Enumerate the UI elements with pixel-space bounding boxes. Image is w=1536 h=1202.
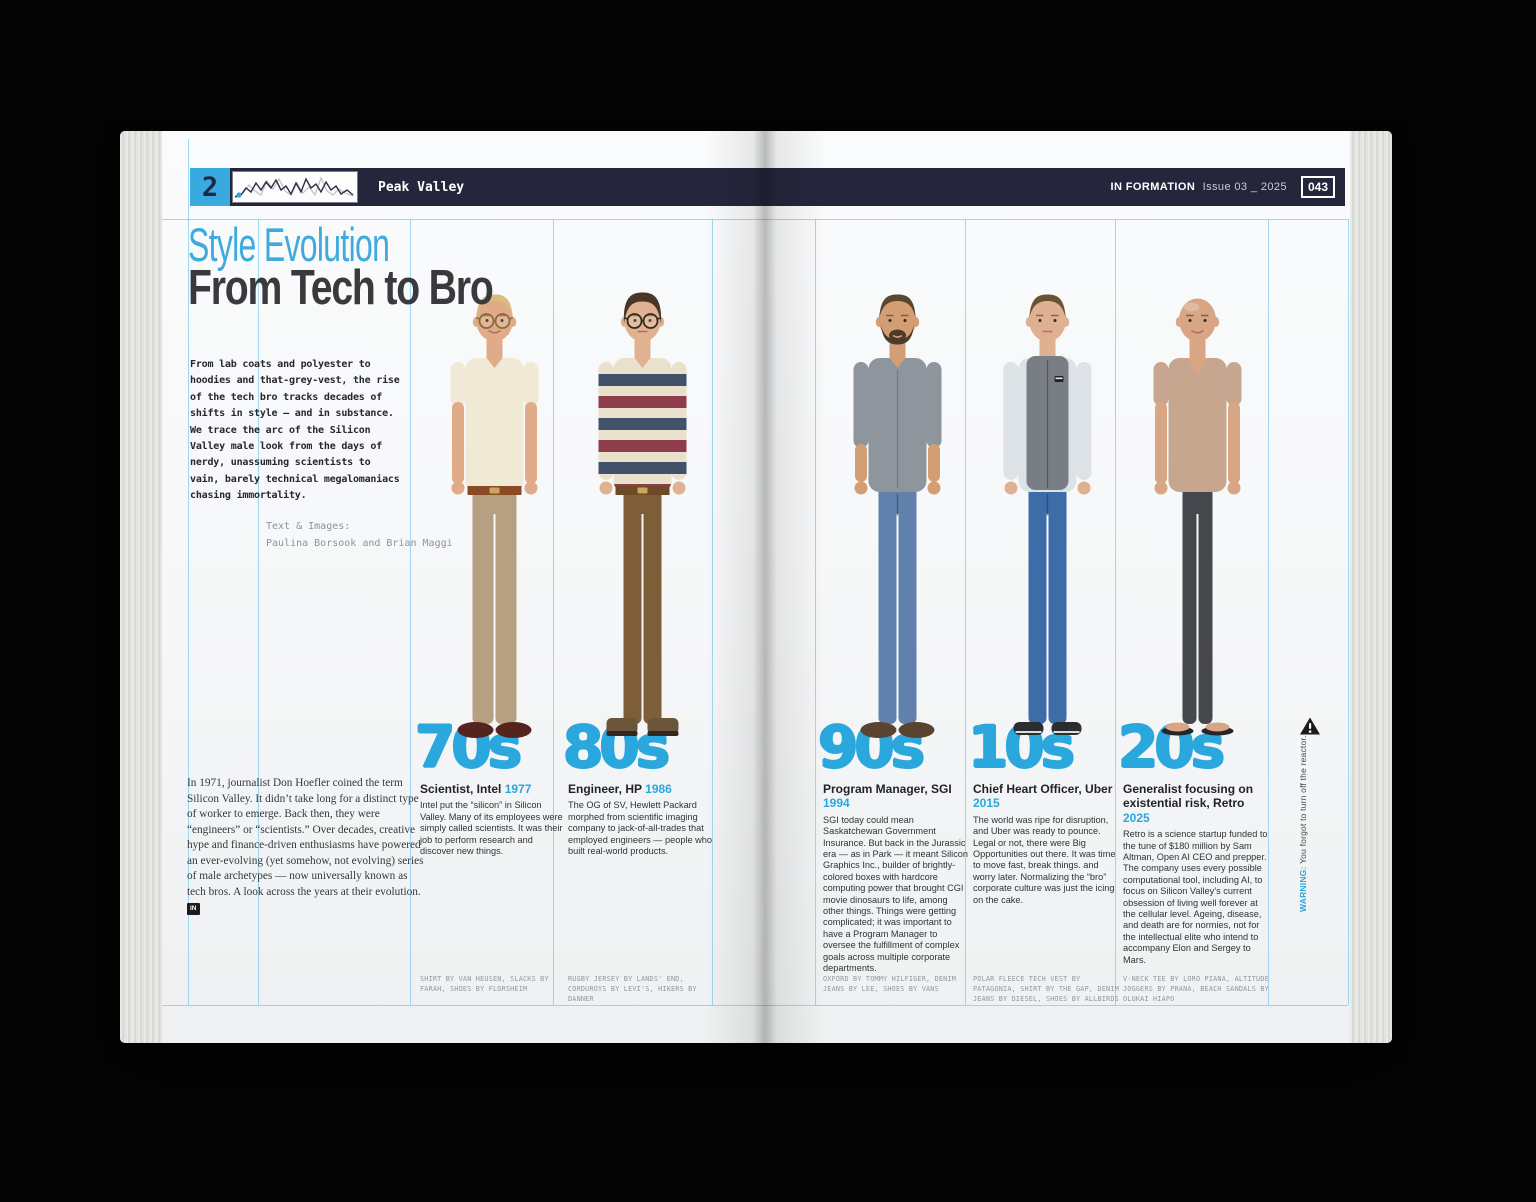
warning-triangle-icon (1300, 717, 1320, 735)
decade-column-20s: 20s Generalist focusing on existential ri… (1118, 280, 1271, 1006)
issue-label: Issue 03 _ 2025 (1202, 181, 1287, 193)
grid-guide-vertical (965, 219, 966, 1005)
decade-year: 2015 (973, 796, 1000, 811)
warning-message: You forgot to turn off the reactor. (1298, 735, 1308, 864)
decade-year: 1994 (823, 796, 850, 811)
article-body-text: In 1971, journalist Don Hoefler coined t… (187, 777, 424, 899)
grid-guide-vertical (410, 219, 411, 1005)
warning-text: WARNING: You forgot to turn off the reac… (1298, 735, 1308, 912)
section-number: 2 (201, 171, 219, 203)
masthead-name: IN FORMATION (1110, 181, 1196, 193)
page-edge-stack-left (120, 131, 162, 1043)
decade-caption: Engineer, HP 1986 The OG of SV, Hewlett P… (568, 782, 716, 857)
article-standfirst: From lab coats and polyester to hoodies … (190, 359, 400, 502)
decade-caption: Generalist focusing on existential risk,… (1123, 782, 1271, 966)
warning-label: WARNING: (1298, 866, 1308, 912)
decade-role: Scientist, Intel (420, 782, 502, 796)
grid-guide-vertical (1115, 219, 1116, 1005)
decade-year: 2025 (1123, 810, 1150, 825)
byline: Text & Images: Paulina Borsook and Brian… (266, 519, 453, 552)
grid-guide-horizontal (162, 219, 1348, 220)
page-number-badge: 043 (1300, 176, 1335, 198)
decade-photo (975, 280, 1120, 746)
decade-photo (422, 280, 567, 746)
spread-gutter-shadow (705, 131, 825, 1043)
decade-description: SGI today could mean Saskatchewan Govern… (823, 814, 969, 974)
decade-description: The OG of SV, Hewlett Packard morphed fr… (568, 800, 713, 857)
page-edge-stack-right (1350, 131, 1392, 1043)
decade-column-10s: 10s Chief Heart Officer, Uber 2015 The wor… (968, 280, 1119, 1006)
section-title: Peak Valley (378, 179, 465, 195)
magazine-spread: 2 Peak Valley IN FORMATION Issue 03 _ 20… (120, 131, 1392, 1043)
decade-caption: Program Manager, SGI 1994 SGI today could… (823, 782, 971, 974)
decade-credits: RUGBY JERSEY BY LANDS' END, CORDUROYS BY… (568, 975, 697, 1004)
decade-credits: POLAR FLEECE TECH VEST BY PATAGONIA, SHI… (973, 975, 1119, 1004)
end-mark: IN (187, 903, 200, 916)
decade-photo (570, 280, 715, 746)
article-headline: From Tech to Bro (188, 261, 494, 315)
grid-guide-horizontal (162, 1005, 1348, 1006)
decade-column-80s: 80s Engineer, HP 1986 The OG of SV, Hewlet… (563, 280, 716, 1006)
grid-guide-vertical (553, 219, 554, 1005)
decade-caption: Chief Heart Officer, Uber 2015 The world … (973, 782, 1121, 906)
decade-description: The world was ripe for disruption, and U… (973, 814, 1116, 905)
decade-role: Generalist focusing on existential risk,… (1123, 782, 1254, 811)
warning-note: WARNING: You forgot to turn off the reac… (1298, 716, 1328, 912)
decade-description: Retro is a science startup funded to the… (1123, 829, 1268, 965)
decade-credits: SHIRT BY VAN HEUSEN, SLACKS BY FARAH, SH… (420, 975, 549, 994)
grid-guide-vertical (188, 139, 189, 1005)
byline-names: Paulina Borsook and Brian Maggi (266, 537, 453, 549)
header-bar: 2 Peak Valley IN FORMATION Issue 03 _ 20… (190, 168, 1345, 206)
grid-guide-vertical (815, 219, 816, 1005)
decade-role: Chief Heart Officer, Uber (973, 782, 1113, 796)
grid-guide-vertical (712, 219, 713, 1005)
article-kicker: Style Evolution (188, 218, 390, 271)
section-number-badge: 2 (190, 168, 230, 206)
article-body: In 1971, journalist Don Hoefler coined t… (187, 776, 425, 916)
decade-column-90s: 90s Program Manager, SGI 1994 SGI today co… (818, 280, 973, 1006)
grid-guide-vertical (1268, 219, 1269, 1005)
grid-guide-vertical (1348, 219, 1349, 1005)
decade-caption-heading: Chief Heart Officer, Uber 2015 (973, 782, 1121, 811)
decade-role: Engineer, HP (568, 782, 642, 796)
decade-caption-heading: Generalist focusing on existential risk,… (1123, 782, 1271, 825)
byline-label: Text & Images: (266, 521, 351, 532)
waveform-sparkline-icon (232, 171, 358, 203)
decade-year: 1977 (504, 782, 532, 796)
decade-credits: OXFORD BY TOMMY HILFIGER, DENIM JEANS BY… (823, 975, 957, 994)
decade-year: 1986 (645, 782, 672, 796)
decade-caption-heading: Engineer, HP 1986 (568, 782, 716, 796)
decade-role: Program Manager, SGI (823, 782, 952, 796)
grid-guide-vertical (258, 219, 259, 1005)
decade-description: Intel put the “silicon” in Silicon Valle… (420, 800, 563, 857)
decade-caption-heading: Scientist, Intel 1977 (420, 782, 568, 796)
decade-credits: V-NECK TEE BY LORO PIANA, ALTITUDE JOGGE… (1123, 975, 1269, 1004)
masthead: IN FORMATION Issue 03 _ 2025 (1111, 181, 1287, 193)
decade-photo (825, 280, 970, 746)
decade-photo (1125, 280, 1270, 746)
decade-caption-heading: Program Manager, SGI 1994 (823, 782, 971, 811)
decade-column-70s: 70s Scientist, Intel 1977 Intel put the “s… (415, 280, 568, 1006)
decade-caption: Scientist, Intel 1977 Intel put the “sili… (420, 782, 568, 857)
